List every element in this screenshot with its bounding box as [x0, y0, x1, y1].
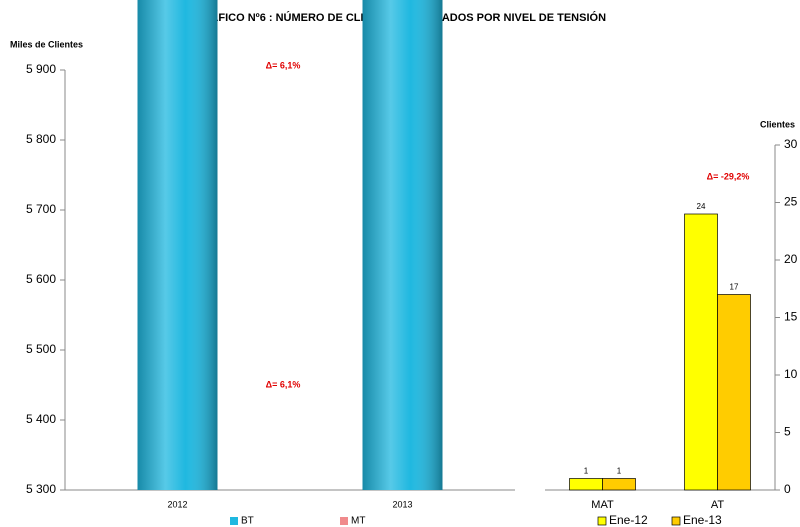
x-tick-label: 2012: [167, 499, 187, 509]
value-label: 24: [697, 202, 706, 211]
y-tick-label: 5: [784, 425, 791, 439]
y-tick-label: 10: [784, 367, 798, 381]
y-tick-label: 30: [784, 137, 798, 151]
bar: [602, 478, 636, 491]
legend-swatch: [230, 517, 238, 525]
y-tick-label: 25: [784, 195, 798, 209]
bar: [717, 294, 751, 491]
y-tick-label: 5 800: [26, 132, 56, 146]
legend-swatch: [597, 516, 607, 526]
bar-shade: [362, 0, 443, 490]
y-tick-label: 5 500: [26, 342, 56, 356]
value-label: 17: [730, 283, 739, 292]
y-tick-label: 15: [784, 310, 798, 324]
y-axis-label: Miles de Clientes: [10, 39, 83, 49]
annotation: Δ= 6,1%: [266, 379, 301, 389]
legend-label: Ene-12: [609, 513, 648, 527]
y-tick-label: 5 300: [26, 482, 56, 496]
y-axis-label: Clientes: [760, 119, 795, 129]
x-tick-label: MAT: [591, 499, 614, 511]
x-tick-label: AT: [711, 499, 725, 511]
bar: [569, 478, 603, 491]
bar-shade: [137, 0, 218, 490]
y-tick-label: 20: [784, 252, 798, 266]
y-tick-label: 5 400: [26, 412, 56, 426]
annotation: Δ= 6,1%: [266, 60, 301, 70]
value-label: 1: [584, 467, 589, 476]
x-tick-label: 2013: [392, 499, 412, 509]
annotation: Δ= -29,2%: [707, 171, 750, 181]
y-tick-label: 5 700: [26, 202, 56, 216]
legend-swatch: [340, 517, 348, 525]
legend-label: BT: [241, 516, 254, 527]
y-tick-label: 5 900: [26, 62, 56, 76]
bar: [684, 213, 718, 491]
value-label: 1: [617, 467, 622, 476]
y-tick-label: 5 600: [26, 272, 56, 286]
legend-label: MT: [351, 516, 365, 527]
y-tick-label: 0: [784, 482, 791, 496]
legend-label: Ene-13: [683, 513, 722, 527]
legend-swatch: [671, 516, 681, 526]
